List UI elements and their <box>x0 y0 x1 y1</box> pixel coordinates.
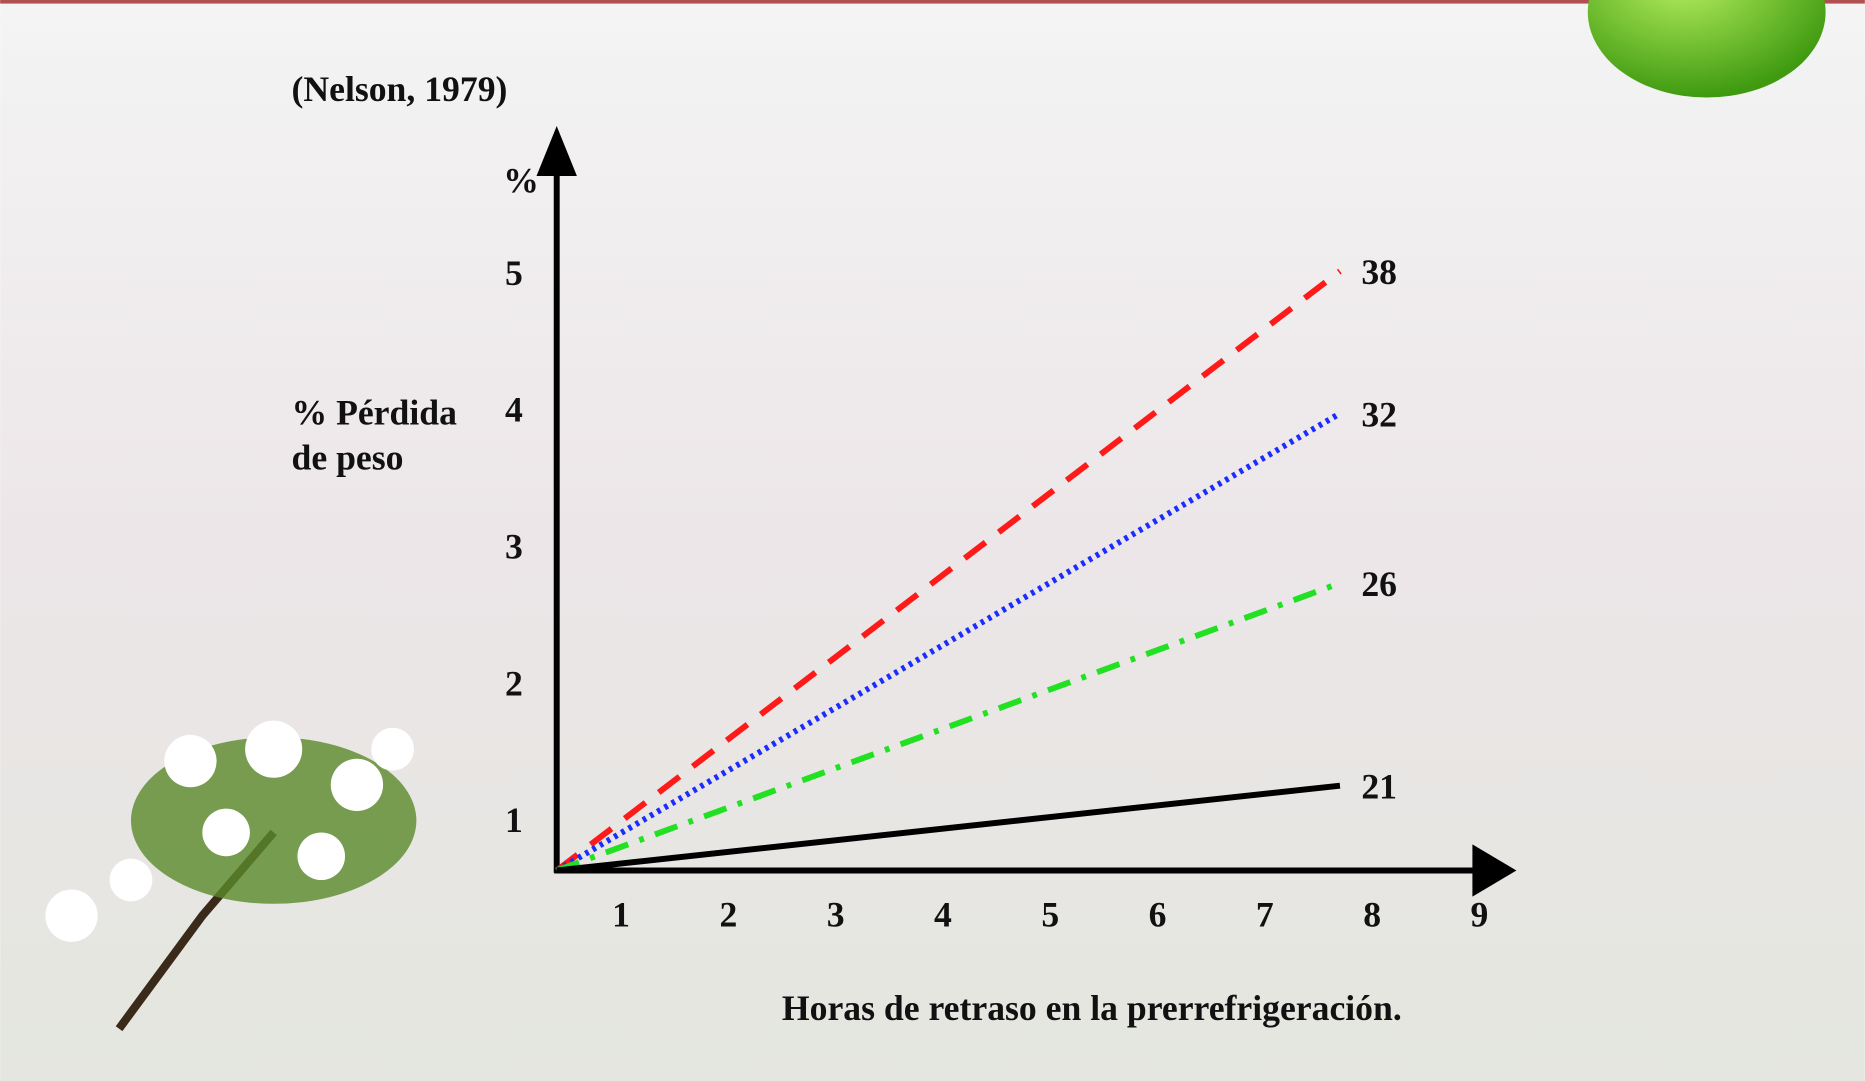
x-tick-label: 7 <box>1256 894 1274 934</box>
y-tick-label: 5 <box>505 253 523 293</box>
top-border <box>0 0 1865 4</box>
y-axis-label: % Pérdida <box>292 392 458 432</box>
x-tick-label: 5 <box>1041 894 1059 934</box>
x-tick-label: 2 <box>719 894 737 934</box>
chart-title: (Nelson, 1979) <box>292 69 508 109</box>
y-tick-label: 4 <box>505 390 523 430</box>
page: {"chart_data": {"type": "line", "title":… <box>0 0 1865 1081</box>
x-tick-label: 4 <box>934 894 952 934</box>
x-tick-label: 3 <box>827 894 845 934</box>
x-tick-label: 6 <box>1149 894 1167 934</box>
chart: (Nelson, 1979) % % Pérdida de peso Horas… <box>0 0 1865 1081</box>
series-label: 21 <box>1361 767 1397 807</box>
x-tick-label: 8 <box>1363 894 1381 934</box>
x-tick-label: 1 <box>612 894 630 934</box>
series-label: 32 <box>1361 394 1397 434</box>
y-tick-label: 3 <box>505 526 523 566</box>
y-axis-label: de peso <box>292 438 404 478</box>
background <box>0 0 1865 1081</box>
y-unit: % <box>503 161 539 201</box>
x-axis-label: Horas de retraso en la prerrefrigeración… <box>782 988 1402 1028</box>
series-label: 38 <box>1361 252 1397 292</box>
y-tick-label: 1 <box>505 800 523 840</box>
series-label: 26 <box>1361 564 1397 604</box>
x-tick-label: 9 <box>1471 894 1489 934</box>
y-tick-label: 2 <box>505 663 523 703</box>
